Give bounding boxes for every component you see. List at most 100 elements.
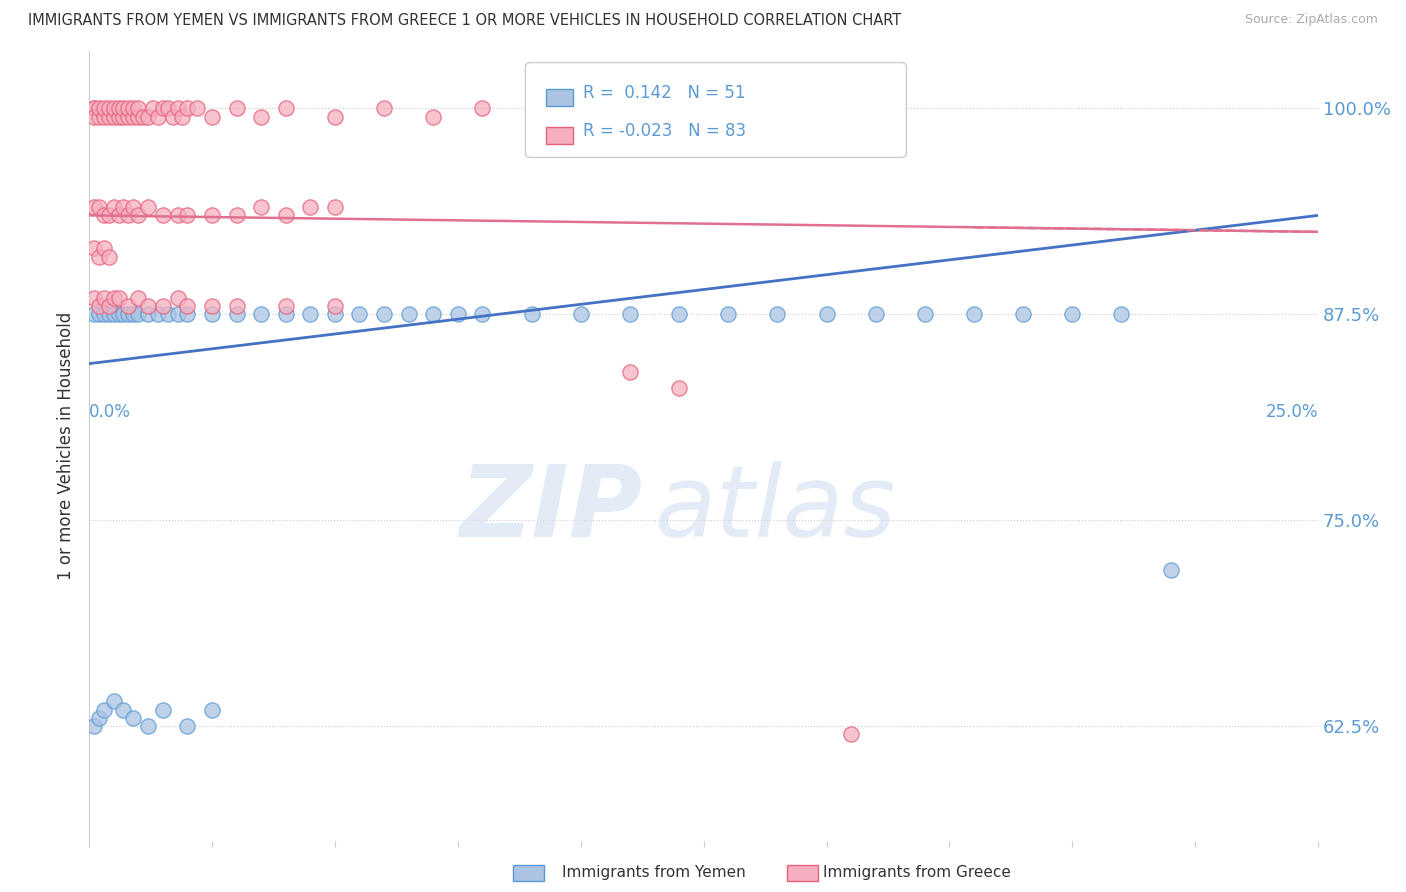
Point <box>766 307 789 321</box>
Text: R =  0.142   N = 51: R = 0.142 N = 51 <box>583 84 745 102</box>
Point <box>299 307 322 321</box>
Point <box>93 241 115 255</box>
Point <box>93 291 115 305</box>
Point <box>963 307 986 321</box>
Point <box>274 299 297 313</box>
Point <box>250 110 273 124</box>
Point <box>93 702 115 716</box>
Point <box>112 101 135 115</box>
Point <box>422 307 444 321</box>
Text: IMMIGRANTS FROM YEMEN VS IMMIGRANTS FROM GREECE 1 OR MORE VEHICLES IN HOUSEHOLD : IMMIGRANTS FROM YEMEN VS IMMIGRANTS FROM… <box>28 13 901 29</box>
Text: R = -0.023   N = 83: R = -0.023 N = 83 <box>583 121 747 139</box>
Point <box>127 291 149 305</box>
Point <box>83 241 105 255</box>
Point <box>668 307 690 321</box>
Point <box>349 307 371 321</box>
Point <box>166 101 188 115</box>
Point <box>152 101 174 115</box>
Point <box>107 101 129 115</box>
Point <box>112 702 135 716</box>
Point <box>122 110 145 124</box>
Point <box>176 101 198 115</box>
Point <box>1012 307 1035 321</box>
Point <box>201 208 224 222</box>
Point <box>274 208 297 222</box>
Point <box>97 250 120 264</box>
Point <box>323 200 346 214</box>
Text: Source: ZipAtlas.com: Source: ZipAtlas.com <box>1244 13 1378 27</box>
Point <box>87 200 110 214</box>
Point <box>97 208 120 222</box>
Point <box>107 291 129 305</box>
FancyBboxPatch shape <box>526 62 907 157</box>
Point <box>93 208 115 222</box>
Point <box>1062 307 1084 321</box>
Point <box>103 200 125 214</box>
Point <box>176 208 198 222</box>
Point <box>136 719 159 733</box>
Point <box>152 702 174 716</box>
Point <box>83 719 105 733</box>
Point <box>103 110 125 124</box>
Point <box>176 307 198 321</box>
Point <box>122 101 145 115</box>
Point <box>136 307 159 321</box>
Point <box>201 702 224 716</box>
Point <box>103 101 125 115</box>
Point <box>107 110 129 124</box>
Point <box>172 110 194 124</box>
Point <box>122 200 145 214</box>
Point <box>274 307 297 321</box>
Point <box>323 307 346 321</box>
Point <box>323 299 346 313</box>
Point <box>156 101 179 115</box>
Point <box>83 200 105 214</box>
Text: Immigrants from Greece: Immigrants from Greece <box>823 865 1011 880</box>
Point <box>520 307 543 321</box>
Point <box>398 307 420 321</box>
Point <box>373 307 395 321</box>
Point <box>136 299 159 313</box>
Point <box>117 307 139 321</box>
Point <box>83 307 105 321</box>
Point <box>83 110 105 124</box>
Point <box>136 110 159 124</box>
FancyBboxPatch shape <box>547 127 574 144</box>
Text: atlas: atlas <box>654 461 896 558</box>
Point <box>107 208 129 222</box>
Point <box>166 291 188 305</box>
Point <box>93 110 115 124</box>
Text: ZIP: ZIP <box>460 461 643 558</box>
Point <box>166 208 188 222</box>
Point <box>1111 307 1133 321</box>
Point <box>132 110 155 124</box>
Point <box>87 250 110 264</box>
Point <box>471 101 494 115</box>
Point <box>668 381 690 395</box>
Point <box>176 719 198 733</box>
Point <box>166 307 188 321</box>
Point <box>83 101 105 115</box>
FancyBboxPatch shape <box>547 88 574 106</box>
Point <box>156 307 179 321</box>
Point <box>127 110 149 124</box>
Point <box>865 307 887 321</box>
Point <box>103 291 125 305</box>
Point <box>201 110 224 124</box>
Point <box>127 101 149 115</box>
Point <box>447 307 470 321</box>
Point <box>112 307 135 321</box>
Point <box>373 101 395 115</box>
Point <box>83 291 105 305</box>
Point <box>107 307 129 321</box>
Point <box>201 299 224 313</box>
Point <box>117 208 139 222</box>
Point <box>299 200 322 214</box>
Point <box>117 110 139 124</box>
Point <box>619 365 641 379</box>
Point <box>274 101 297 115</box>
Point <box>87 299 110 313</box>
Point <box>87 711 110 725</box>
Point <box>146 110 169 124</box>
Point <box>152 208 174 222</box>
